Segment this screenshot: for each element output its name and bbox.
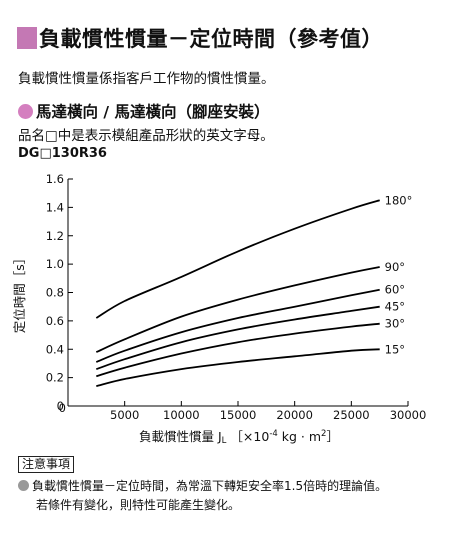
y-tick-label: 1.0: [46, 257, 64, 271]
section-marker-dot: [18, 103, 33, 119]
y-tick-label: 0.4: [46, 342, 64, 356]
page-title-row: 負載慣性慣量－定位時間（參考值）: [17, 23, 383, 53]
x-tick-label: 15000: [220, 408, 257, 422]
y-tick-label: 0.2: [46, 371, 64, 385]
positioning-time-chart: 00.20.40.60.81.01.21.41.60 5000 10000 15000…: [12, 172, 427, 446]
series-line-0: [95, 199, 380, 319]
series-line-2: [95, 288, 380, 363]
caution-line-2: 若條件有變化，則特性可能產生變化。: [36, 498, 241, 512]
x-axis-label-part: 2: [321, 429, 326, 439]
x-axis-label-part: -4: [269, 429, 277, 439]
x-tick-label: 30000: [390, 408, 427, 422]
caution-text-1: 負載慣性慣量－定位時間，為常溫下轉矩安全率1.5倍時的理論值。: [32, 479, 388, 493]
series-line-1: [95, 266, 380, 353]
page-description: 負載慣性慣量係指客戶工作物的慣性慣量。: [18, 71, 275, 87]
series-label-0: 180°: [385, 193, 413, 207]
y-axis-label: 定位時間［s］: [12, 252, 27, 334]
x-axis-label: 負載慣性慣量 JL ［×10-4 kg · m2］: [139, 429, 339, 446]
section-note: 品名□中是表示模組產品形狀的英文字母。: [18, 128, 274, 144]
caution-line-1: 負載慣性慣量－定位時間，為常溫下轉矩安全率1.5倍時的理論值。: [18, 477, 387, 494]
series-line-4: [96, 322, 380, 378]
x-axis-label-part: 負載慣性慣量 J: [139, 429, 222, 444]
series-line-3: [96, 305, 380, 370]
y-tick-label: 0.8: [46, 286, 64, 300]
page-title: 負載慣性慣量－定位時間（參考值）: [39, 27, 383, 51]
y-tick-label: 1.2: [46, 229, 64, 243]
x-axis-label-part: ［×10: [230, 429, 269, 444]
series-label-5: 15°: [385, 342, 405, 356]
y-tick-label: 0: [57, 399, 64, 413]
x-tick-label: 25000: [333, 408, 370, 422]
x-tick-label: 20000: [276, 408, 313, 422]
series-label-4: 30°: [385, 317, 405, 331]
y-tick-label: 0.6: [46, 314, 64, 328]
series-label-3: 45°: [385, 300, 405, 314]
title-marker-square: [17, 27, 37, 49]
model-name: DG□130R36: [18, 146, 107, 161]
section-title: 馬達橫向 / 馬達橫向（腳座安裝）: [36, 103, 270, 121]
caution-label: 注意事項: [18, 456, 75, 473]
x-axis-label-part: L: [222, 436, 227, 446]
x-tick-label: 0: [59, 401, 66, 415]
series-line-5: [96, 348, 380, 387]
section-heading-row: 馬達橫向 / 馬達橫向（腳座安裝）: [18, 100, 269, 122]
x-axis-label-part: kg · m: [278, 429, 321, 444]
x-axis-label-part: ］: [326, 429, 339, 444]
series-label-1: 90°: [385, 260, 405, 274]
x-tick-label: 5000: [110, 408, 139, 422]
x-tick-label: 10000: [163, 408, 200, 422]
y-tick-label: 1.6: [46, 172, 64, 186]
y-tick-label: 1.4: [46, 200, 64, 214]
series-label-2: 60°: [385, 283, 405, 297]
caution-bullet: [18, 480, 29, 491]
